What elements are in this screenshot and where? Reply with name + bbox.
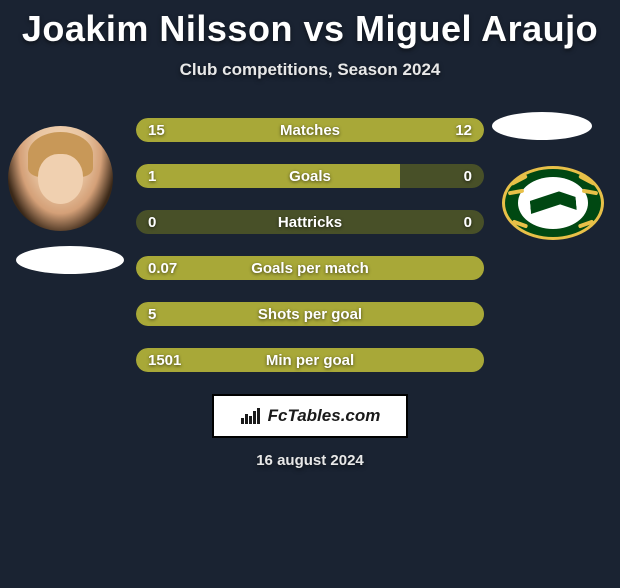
stat-label: Shots per goal (258, 306, 362, 323)
page-subtitle: Club competitions, Season 2024 (0, 60, 620, 80)
player-right-avatar-placeholder (492, 112, 592, 140)
stat-label: Hattricks (278, 214, 342, 231)
stat-value-right: 12 (455, 122, 472, 139)
player-left-avatar (8, 126, 113, 231)
stat-value-left: 1 (148, 168, 156, 185)
page-title: Joakim Nilsson vs Miguel Araujo (0, 8, 620, 50)
branding-watermark: FcTables.com (212, 394, 408, 438)
stat-row: 0 0 Hattricks (136, 210, 484, 234)
footer-date: 16 august 2024 (0, 452, 620, 469)
stat-value-left: 0.07 (148, 260, 177, 277)
stat-label: Goals per match (251, 260, 369, 277)
stat-label: Goals (289, 168, 331, 185)
stat-value-left: 5 (148, 306, 156, 323)
stat-row: 1501 Min per goal (136, 348, 484, 372)
team-right-badge (502, 166, 604, 240)
branding-text: FcTables.com (268, 406, 381, 426)
stat-row: 15 12 Matches (136, 118, 484, 142)
stat-row: 0.07 Goals per match (136, 256, 484, 280)
stat-label: Matches (280, 122, 340, 139)
stat-row: 1 0 Goals (136, 164, 484, 188)
stat-value-left: 1501 (148, 352, 181, 369)
stat-fill-left (136, 164, 400, 188)
stat-value-left: 0 (148, 214, 156, 231)
comparison-area: 15 12 Matches 1 0 Goals 0 0 Hattricks 0.07 Goals p… (0, 118, 620, 372)
team-left-badge (16, 246, 124, 274)
bar-chart-icon (240, 407, 262, 425)
stat-row: 5 Shots per goal (136, 302, 484, 326)
stats-list: 15 12 Matches 1 0 Goals 0 0 Hattricks 0.07 Goals p… (136, 118, 484, 372)
stat-value-right: 0 (464, 168, 472, 185)
stat-value-left: 15 (148, 122, 165, 139)
stat-fill-left (136, 118, 404, 142)
stat-value-right: 0 (464, 214, 472, 231)
stat-label: Min per goal (266, 352, 354, 369)
